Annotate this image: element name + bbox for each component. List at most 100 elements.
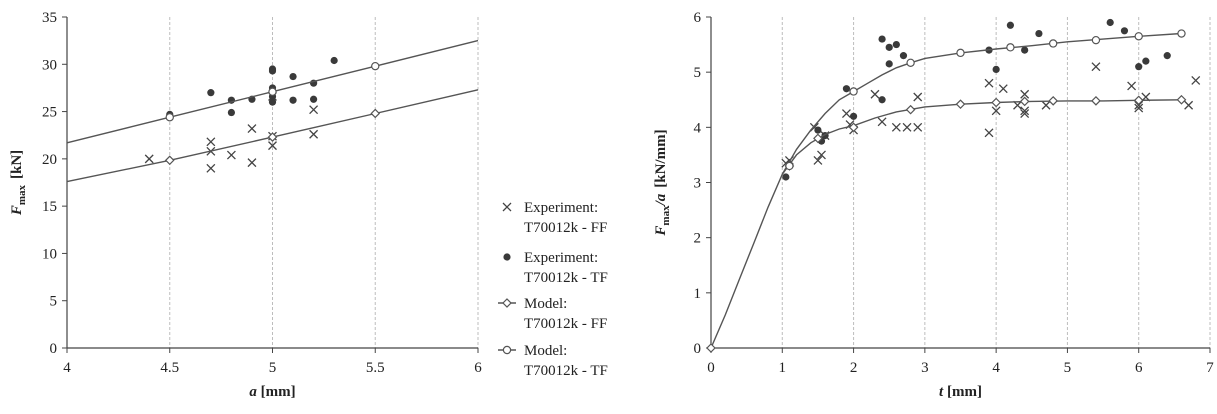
series-diamond-line (66, 89, 479, 183)
model-marker (1176, 94, 1187, 105)
model-marker (785, 161, 794, 171)
legend-label: T70012k - FF (524, 220, 607, 236)
model-marker (848, 122, 859, 133)
legend-dot-icon (503, 253, 511, 261)
y-tick-label: 5 (694, 65, 702, 81)
experiment-cross-point (1020, 89, 1030, 99)
legend-item: Model: T70012k - TF (498, 343, 608, 379)
y-tick-label: 35 (42, 10, 57, 26)
y-axis-tail: /a (653, 193, 669, 206)
experiment-dot-point (289, 96, 297, 104)
legend-cross-icon (502, 202, 512, 212)
experiment-cross-point (309, 129, 319, 139)
y-tick-label: 0 (50, 341, 58, 357)
experiment-dot-point (310, 95, 318, 103)
y-axis-title: Fmax/a [kN/mm] (653, 129, 672, 236)
experiment-cross-point (998, 84, 1008, 94)
model-marker (956, 48, 965, 58)
x-tick-label: 0 (707, 360, 715, 376)
experiment-dot-point (1142, 57, 1150, 65)
y-tick-label: 1 (694, 286, 702, 302)
experiment-cross-point (1134, 103, 1144, 113)
experiment-dot-point (1120, 27, 1129, 35)
y-tick-label: 3 (694, 176, 702, 192)
model-marker (370, 108, 381, 119)
x-axis-variable: t (939, 384, 944, 400)
model-marker (905, 104, 916, 115)
experiment-dot-point (885, 60, 893, 68)
experiment-dot-point (1035, 29, 1043, 38)
legend-item: Experiment: T70012k - TF (503, 250, 608, 286)
model-marker (164, 155, 175, 166)
x-tick-label: 1 (779, 360, 787, 376)
series-cross (781, 62, 1201, 168)
model-marker (849, 87, 858, 96)
legend-label: Experiment: (524, 250, 598, 266)
experiment-cross-point (226, 150, 236, 160)
model-marker (1134, 32, 1143, 41)
experiment-cross-point (913, 92, 923, 102)
x-tick-label: 3 (921, 360, 929, 376)
legend: Experiment: T70012k - FF Experiment: T70012… (498, 200, 608, 379)
experiment-cross-point (144, 154, 154, 164)
x-tick-label: 6 (474, 360, 482, 376)
y-tick-label: 4 (694, 120, 702, 136)
x-tick-label: 6 (1135, 360, 1143, 376)
model-marker (955, 99, 966, 110)
experiment-cross-point (841, 109, 851, 119)
model-line (781, 32, 1182, 175)
chart-right: 0 1 2 3 4 5 6 7 0 1 2 3 4 5 6 t [mm] Fmax/a [kN/mm] (653, 10, 1214, 400)
experiment-dot-point (878, 35, 886, 43)
experiment-dot-point (330, 56, 338, 65)
y-tick-label: 10 (42, 246, 57, 262)
model-marker (1048, 96, 1059, 106)
model-marker (906, 58, 915, 67)
y-tick-label: 5 (50, 294, 58, 310)
experiment-dot-point (289, 72, 297, 81)
x-axis-title: a [mm] (249, 384, 295, 400)
model-marker (1019, 96, 1030, 107)
experiment-cross-point (984, 128, 994, 138)
x-tick-label: 5.5 (366, 360, 385, 376)
model-marker (1006, 43, 1015, 52)
x-axis-variable: a (249, 384, 257, 400)
chart-left: 4 4.5 5 5.5 6 0 5 10 15 20 25 30 35 a [mm] Fmax [kN] (9, 10, 482, 400)
legend-label: Model: (524, 343, 567, 359)
legend-diamond-line-icon (502, 298, 512, 308)
model-marker (706, 343, 716, 353)
experiment-cross-point (1020, 109, 1030, 119)
experiment-cross-point (877, 117, 887, 127)
x-tick-label: 2 (850, 360, 858, 376)
model-marker (1091, 96, 1101, 106)
x-tick-label: 7 (1206, 360, 1214, 376)
experiment-dot-point (1163, 52, 1171, 60)
experiment-cross-point (206, 137, 216, 147)
experiment-cross-point (891, 122, 901, 132)
experiment-cross-point (247, 124, 257, 134)
experiment-dot-point (1135, 63, 1143, 71)
experiment-cross-point (902, 122, 912, 132)
model-marker (267, 132, 278, 142)
x-axis-unit: [mm] (943, 384, 982, 400)
experiment-cross-point (984, 78, 994, 88)
series-circle-line (66, 39, 479, 144)
y-axis-variable: F (653, 226, 669, 237)
experiment-cross-point (268, 141, 277, 151)
experiment-cross-point (913, 122, 923, 132)
experiment-cross-point (247, 158, 257, 168)
experiment-cross-point (1127, 81, 1137, 91)
y-axis-unit: [kN] (9, 150, 25, 179)
y-tick-label: 25 (42, 105, 57, 121)
y-tick-label: 30 (42, 57, 57, 73)
legend-item: Experiment: T70012k - FF (502, 200, 607, 236)
experiment-cross-point (1091, 62, 1101, 72)
legend-item: Model: T70012k - FF (498, 296, 607, 332)
experiment-cross-point (870, 89, 880, 99)
experiment-dot-point (1106, 18, 1114, 27)
experiment-cross-point (1134, 100, 1144, 110)
experiment-dot-point (227, 108, 235, 117)
legend-label: T70012k - TF (524, 363, 608, 379)
y-tick-label: 2 (694, 231, 702, 247)
experiment-cross-point (1191, 75, 1201, 85)
